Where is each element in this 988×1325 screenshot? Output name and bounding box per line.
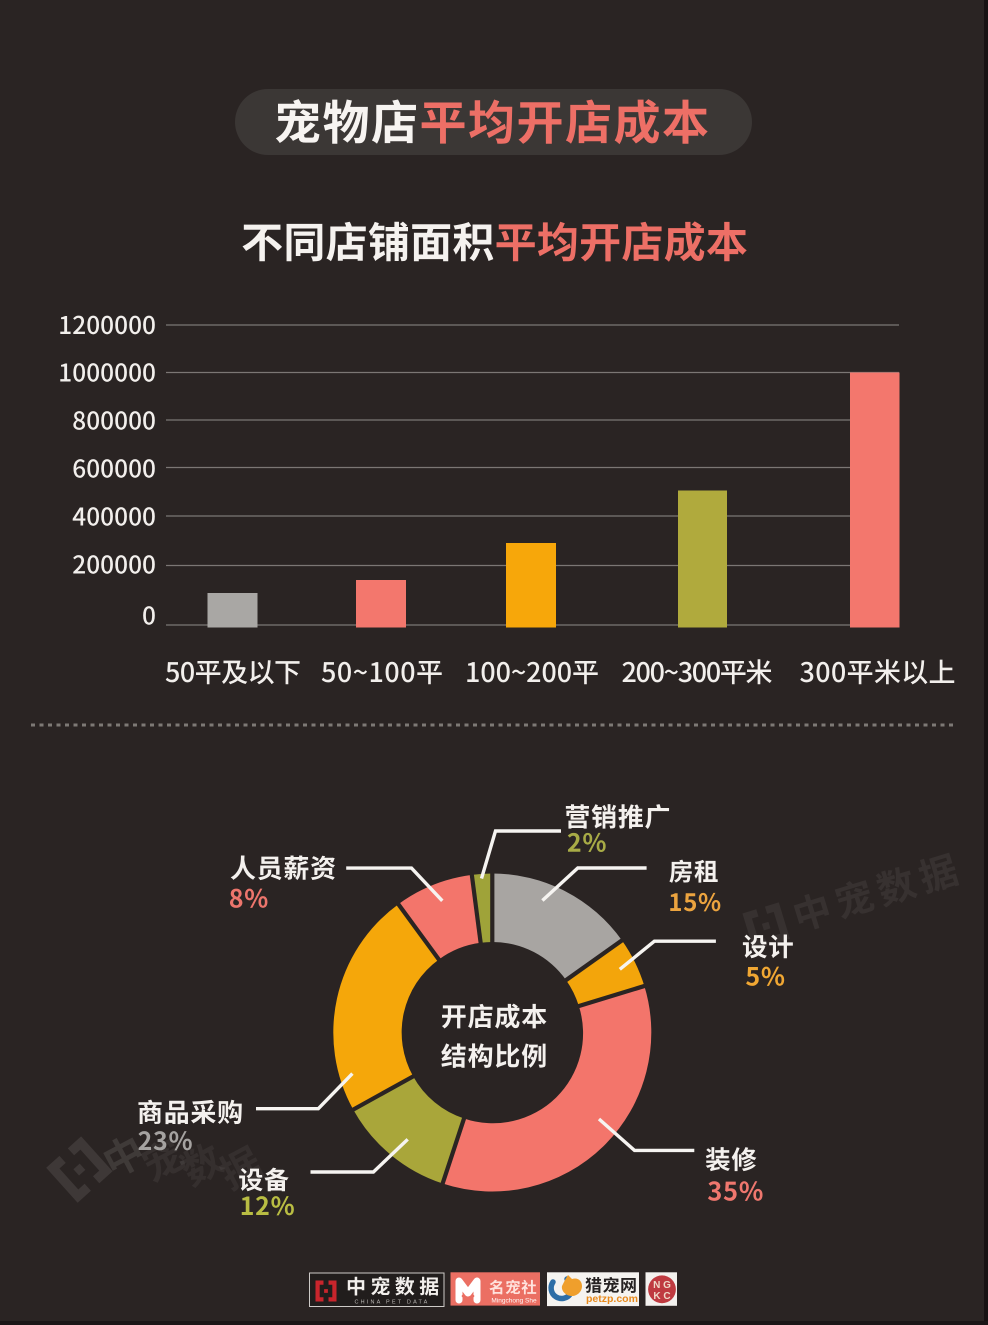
svg-text:CHINA PET DATA: CHINA PET DATA — [354, 1300, 429, 1306]
svg-text:Mingchong She: Mingchong She — [491, 1298, 537, 1305]
svg-text:petzp.com: petzp.com — [586, 1293, 638, 1305]
svg-text:N G: N G — [653, 1280, 671, 1291]
svg-text:K C: K C — [653, 1291, 670, 1302]
